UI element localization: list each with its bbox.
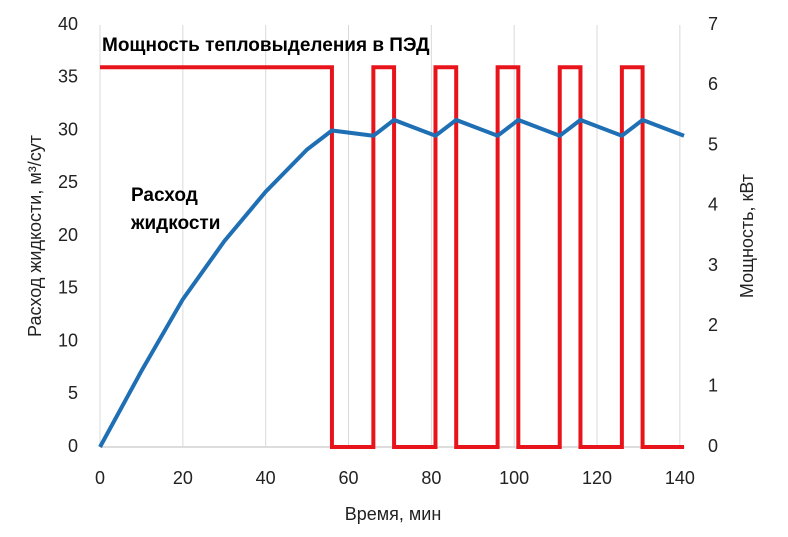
y-tick-label: 15 <box>58 278 78 298</box>
y-tick-label: 0 <box>68 436 78 456</box>
x-tick-label: 140 <box>665 468 695 488</box>
plot-area <box>98 25 685 449</box>
y-tick-label: 10 <box>58 330 78 350</box>
y2-tick-label: 2 <box>708 315 718 335</box>
x-tick-label: 60 <box>338 468 358 488</box>
y2-axis-title: Мощность, кВт <box>737 174 757 298</box>
y-axis-title: Расход жидкости, м³/сут <box>25 135 45 337</box>
x-tick-label: 100 <box>499 468 529 488</box>
x-tick-label: 20 <box>173 468 193 488</box>
y-tick-label: 30 <box>58 119 78 139</box>
series-line <box>100 65 684 449</box>
x-tick-label: 80 <box>421 468 441 488</box>
y2-tick-label: 5 <box>708 134 718 154</box>
x-tick-label: 120 <box>582 468 612 488</box>
annotation: Мощность тепловыделения в ПЭД <box>102 35 430 56</box>
y-tick-label: 5 <box>68 383 78 403</box>
y2-tick-label: 0 <box>708 436 718 456</box>
x-axis-title: Время, мин <box>345 504 442 524</box>
annotation: Расход <box>131 185 198 206</box>
annotation: жидкости <box>130 213 220 234</box>
y-tick-label: 25 <box>58 172 78 192</box>
y2-tick-label: 4 <box>708 195 718 215</box>
y2-tick-label: 6 <box>708 74 718 94</box>
y-tick-label: 20 <box>58 225 78 245</box>
y-tick-label: 35 <box>58 67 78 87</box>
y2-tick-label: 7 <box>708 14 718 34</box>
x-tick-label: 40 <box>256 468 276 488</box>
y2-tick-label: 3 <box>708 255 718 275</box>
y2-tick-label: 1 <box>708 375 718 395</box>
series-line <box>98 117 685 448</box>
y-tick-label: 40 <box>58 14 78 34</box>
x-tick-label: 0 <box>95 468 105 488</box>
